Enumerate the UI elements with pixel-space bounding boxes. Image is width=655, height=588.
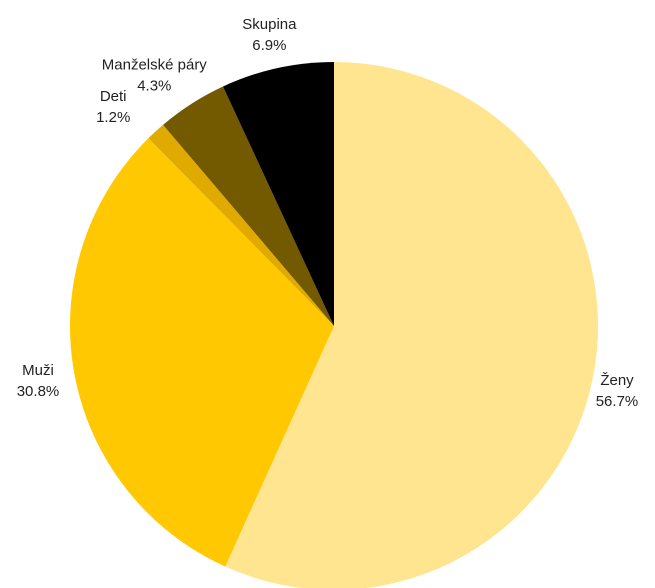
pie-label-1: Muži 30.8% [17, 362, 60, 400]
pie-label-name: Deti [100, 88, 127, 105]
pie-slice-2 [148, 124, 334, 326]
pie-label-2: Deti 1.2% [96, 88, 130, 126]
pie-slice-4 [222, 62, 334, 326]
pie-label-value: 6.9% [252, 37, 286, 54]
pie-label-name: Ženy [600, 372, 634, 389]
pie-labels: Ženy 56.7% Muži 30.8% Deti 1.2% Manželské páry… [17, 16, 639, 410]
pie-slice-0 [225, 62, 599, 588]
pie-label-name: Manželské páry [102, 56, 208, 73]
pie-label-value: 4.3% [137, 77, 171, 94]
pie-label-3: Manželské páry 4.3% [102, 56, 208, 94]
pie-label-name: Muži [22, 362, 54, 379]
pie-label-value: 30.8% [17, 383, 60, 400]
pie-slice-1 [70, 138, 334, 567]
pie-label-0: Ženy 56.7% [596, 372, 639, 410]
pie-label-name: Skupina [242, 16, 297, 33]
pie-label-4: Skupina 6.9% [242, 16, 297, 54]
pie-slice-3 [163, 86, 334, 326]
pie-label-value: 56.7% [596, 393, 639, 410]
pie-slices [70, 62, 599, 588]
pie-label-value: 1.2% [96, 109, 130, 126]
